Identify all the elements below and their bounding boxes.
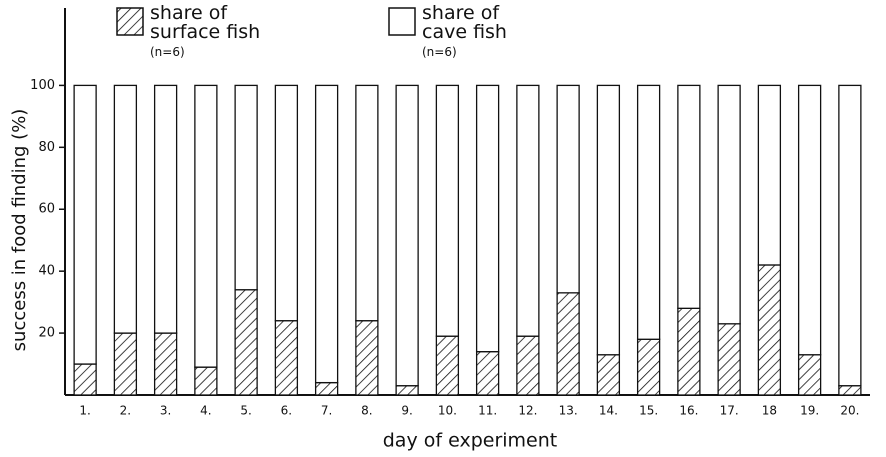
- bar-segment: [556, 84, 580, 294]
- bar-segment: [596, 84, 621, 356]
- bar-segment: [314, 381, 339, 396]
- x-tick-label: 20.: [840, 404, 859, 418]
- x-tick-label: 14.: [599, 404, 618, 418]
- x-tick-label: 6.: [281, 404, 292, 418]
- x-tick-label: 7.: [321, 404, 332, 418]
- x-tick-label: 16.: [679, 404, 698, 418]
- bar-segment: [717, 323, 741, 396]
- bar-segment: [838, 84, 862, 387]
- bar-segment: [314, 84, 339, 384]
- y-tick-label: 100: [30, 78, 55, 93]
- y-tick-label: 80: [38, 140, 55, 155]
- bar-segment: [355, 320, 379, 396]
- legend-note: (n=6): [422, 45, 457, 59]
- bar-segment: [113, 84, 138, 334]
- bar-segment: [194, 366, 218, 396]
- bar-segment: [717, 84, 741, 325]
- x-tick-label: 8.: [361, 404, 372, 418]
- bar-segment: [274, 320, 299, 396]
- y-tick-label: 40: [38, 264, 55, 279]
- bar-segment: [475, 84, 500, 353]
- bar-segment: [355, 84, 379, 322]
- bar-segment: [636, 338, 661, 396]
- bar-segment: [234, 289, 258, 396]
- x-tick-label: 3.: [160, 404, 171, 418]
- bar-segment: [797, 84, 822, 356]
- bar-segment: [636, 84, 661, 340]
- bar-segment: [73, 84, 97, 365]
- bar-segment: [395, 385, 419, 396]
- bar-segment: [395, 84, 419, 387]
- x-tick-label: 2.: [120, 404, 131, 418]
- bar-segment: [838, 385, 862, 396]
- bar-segment: [153, 84, 178, 334]
- bar-segment: [556, 292, 580, 396]
- bar-segment: [194, 84, 218, 368]
- x-tick-label: 13.: [559, 404, 578, 418]
- legend-swatch: [116, 7, 144, 36]
- bar-segment: [516, 84, 540, 337]
- legend-note: (n=6): [150, 45, 185, 59]
- x-tick-label: 15.: [639, 404, 658, 418]
- bar-segment: [113, 332, 138, 396]
- bar-segment: [757, 264, 782, 396]
- legend-label: share of cave fish: [422, 2, 507, 43]
- legend-label: share of surface fish: [150, 2, 261, 43]
- x-tick-label: 17.: [720, 404, 739, 418]
- bar-segment: [234, 84, 258, 291]
- bar-segment: [797, 354, 822, 396]
- bar-segment: [73, 363, 97, 396]
- x-tick-label: 11.: [478, 404, 497, 418]
- x-axis-label: day of experiment: [383, 430, 557, 452]
- x-tick-label: 1.: [79, 404, 90, 418]
- bar-segment: [435, 335, 460, 396]
- bar-segment: [435, 84, 460, 337]
- bar-segment: [274, 84, 299, 322]
- y-tick-label: 20: [38, 326, 55, 341]
- bar-segment: [153, 332, 178, 396]
- y-axis-label: success in food finding (%): [9, 109, 30, 352]
- x-tick-label: 18: [762, 404, 777, 418]
- y-tick-label: 60: [38, 202, 55, 217]
- x-tick-label: 9.: [401, 404, 412, 418]
- x-tick-label: 10.: [438, 404, 457, 418]
- x-tick-label: 4.: [200, 404, 211, 418]
- bar-segment: [757, 84, 782, 266]
- bar-segment: [677, 84, 701, 309]
- x-tick-label: 19.: [800, 404, 819, 418]
- bar-segment: [596, 354, 621, 396]
- x-tick-label: 12.: [518, 404, 537, 418]
- bar-segment: [516, 335, 540, 396]
- bar-segment: [475, 351, 500, 396]
- legend-swatch: [388, 7, 416, 36]
- x-tick-label: 5.: [240, 404, 251, 418]
- bar-segment: [677, 307, 701, 396]
